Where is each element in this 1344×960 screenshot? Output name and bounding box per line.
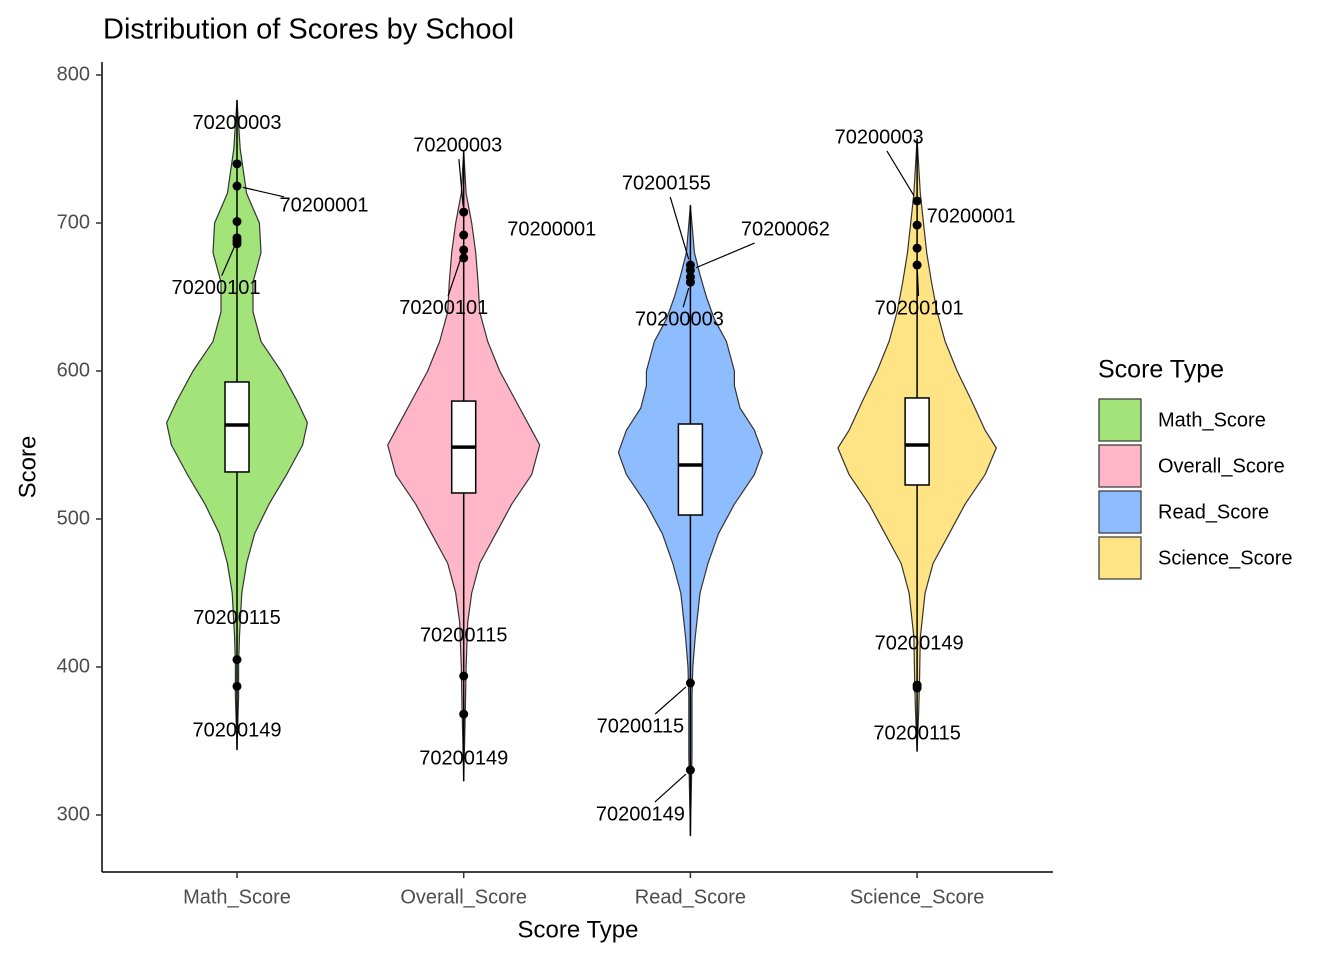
label-connector <box>458 159 464 207</box>
outlier-point <box>459 245 469 255</box>
outlier-point <box>912 220 922 230</box>
point-label: 70200149 <box>419 747 508 769</box>
point-label: 70200149 <box>193 720 282 742</box>
legend-title: Score Type <box>1098 356 1224 384</box>
point-label: 70200101 <box>399 297 488 319</box>
point-label: 70200001 <box>927 205 1016 227</box>
y-tick-label: 300 <box>57 803 90 825</box>
x-axis-title: Score Type <box>518 916 639 943</box>
legend-key <box>1098 398 1142 442</box>
outlier-point <box>232 239 242 249</box>
outlier-point <box>685 765 695 775</box>
label-connector <box>654 686 687 715</box>
y-axis-title: Score <box>14 436 41 499</box>
outlier-point <box>685 277 695 287</box>
y-tick-label: 500 <box>57 507 90 529</box>
x-tick-label: Read_Score <box>635 886 746 908</box>
label-connector <box>886 150 915 197</box>
label-connector <box>242 186 285 198</box>
y-tick-label: 400 <box>57 655 90 677</box>
label-connector <box>447 255 463 297</box>
x-tick-label: Math_Score <box>183 886 291 908</box>
legend-label: Read_Score <box>1158 501 1269 523</box>
outlier-point <box>232 217 242 227</box>
outlier-point <box>232 159 242 169</box>
point-label: 70200062 <box>741 218 830 240</box>
label-connector <box>221 246 236 277</box>
point-label: 70200003 <box>193 112 282 134</box>
x-tick-label: Science_Score <box>850 886 985 908</box>
point-label: 70200101 <box>172 277 261 299</box>
legend-key <box>1098 536 1142 580</box>
box <box>224 381 250 473</box>
outlier-point <box>459 230 469 240</box>
legend-label: Math_Score <box>1158 409 1266 431</box>
outlier-point <box>232 181 242 191</box>
point-label: 70200003 <box>635 309 724 331</box>
point-label: 70200101 <box>875 297 964 319</box>
label-connector <box>654 773 687 803</box>
outlier-point <box>912 260 922 270</box>
legend-key <box>1098 444 1142 488</box>
label-connector <box>682 287 690 308</box>
label-connector <box>916 271 920 297</box>
legend-label: Science_Score <box>1158 547 1293 569</box>
point-label: 70200001 <box>507 218 596 240</box>
outlier-point <box>912 683 922 693</box>
chart-title: Distribution of Scores by School <box>103 14 514 46</box>
outlier-point <box>685 265 695 275</box>
point-label: 70200115 <box>597 715 685 737</box>
y-tick-label: 800 <box>57 63 90 85</box>
x-tick-label: Overall_Score <box>400 886 527 908</box>
point-label: 70200003 <box>835 126 924 148</box>
outlier-point <box>912 243 922 253</box>
outlier-point <box>459 671 469 681</box>
outlier-point <box>459 709 469 719</box>
outlier-point <box>232 681 242 691</box>
point-label: 70200115 <box>193 607 281 629</box>
legend-label: Overall_Score <box>1158 455 1285 477</box>
outlier-point <box>685 678 695 688</box>
outlier-point <box>459 207 469 217</box>
box <box>677 423 704 516</box>
legend-key <box>1098 490 1142 534</box>
outlier-point <box>912 196 922 206</box>
point-label: 70200003 <box>413 134 502 156</box>
label-connector <box>695 242 755 269</box>
y-tick-label: 700 <box>57 211 90 233</box>
point-label: 70200155 <box>622 172 711 194</box>
point-label: 70200001 <box>280 194 369 216</box>
point-label: 70200149 <box>596 803 685 825</box>
label-connector <box>669 196 690 260</box>
y-tick-label: 600 <box>57 359 90 381</box>
point-label: 70200115 <box>420 624 508 646</box>
outlier-point <box>232 655 242 665</box>
point-label: 70200149 <box>875 632 964 654</box>
point-label: 70200115 <box>873 722 961 744</box>
box <box>904 397 930 486</box>
